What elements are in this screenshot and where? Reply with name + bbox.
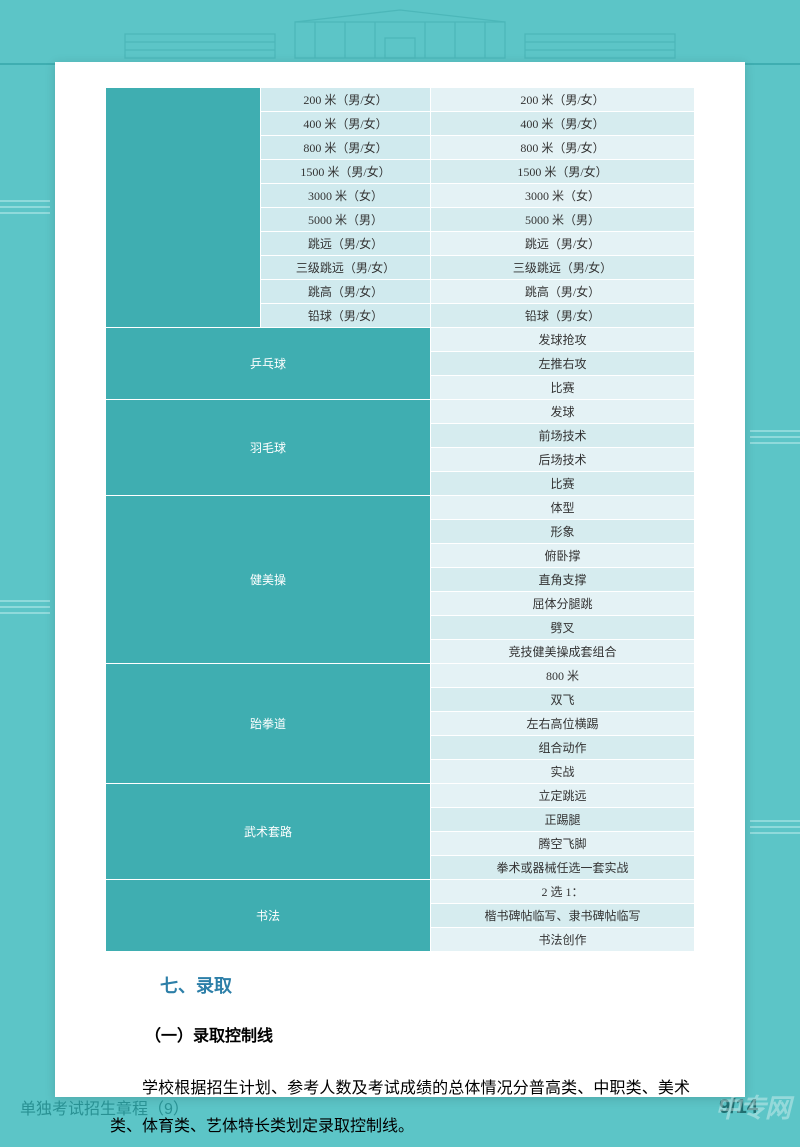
- event-cell: 俯卧撑: [431, 544, 695, 568]
- category-cell-track: [106, 88, 261, 328]
- event-cell: 1500 米（男/女）: [431, 160, 695, 184]
- event-cell: 组合动作: [431, 736, 695, 760]
- event-cell: 三级跳远（男/女）: [261, 256, 431, 280]
- event-cell: 5000 米（男）: [261, 208, 431, 232]
- event-cell: 后场技术: [431, 448, 695, 472]
- event-cell: 800 米（男/女）: [261, 136, 431, 160]
- footer-title: 单独考试招生章程（9）: [20, 1095, 189, 1119]
- event-cell: 跳高（男/女）: [261, 280, 431, 304]
- event-cell: 实战: [431, 760, 695, 784]
- event-cell: 腾空飞脚: [431, 832, 695, 856]
- event-cell: 书法创作: [431, 928, 695, 952]
- event-cell: 发球: [431, 400, 695, 424]
- event-cell: 3000 米（女）: [261, 184, 431, 208]
- document-page: 200 米（男/女）200 米（男/女）400 米（男/女）400 米（男/女）…: [55, 62, 745, 1097]
- event-cell: 200 米（男/女）: [261, 88, 431, 112]
- event-cell: 400 米（男/女）: [431, 112, 695, 136]
- event-cell: 前场技术: [431, 424, 695, 448]
- event-cell: 跳高（男/女）: [431, 280, 695, 304]
- event-cell: 拳术或器械任选一套实战: [431, 856, 695, 880]
- event-cell: 跳远（男/女）: [431, 232, 695, 256]
- category-cell: 健美操: [106, 496, 431, 664]
- event-cell: 跳远（男/女）: [261, 232, 431, 256]
- event-cell: 发球抢攻: [431, 328, 695, 352]
- events-table: 200 米（男/女）200 米（男/女）400 米（男/女）400 米（男/女）…: [105, 87, 695, 952]
- event-cell: 立定跳远: [431, 784, 695, 808]
- category-cell: 武术套路: [106, 784, 431, 880]
- event-cell: 三级跳远（男/女）: [431, 256, 695, 280]
- event-cell: 比赛: [431, 472, 695, 496]
- event-cell: 劈叉: [431, 616, 695, 640]
- event-cell: 楷书碑帖临写、隶书碑帖临写: [431, 904, 695, 928]
- event-cell: 竞技健美操成套组合: [431, 640, 695, 664]
- watermark: 中专网: [715, 1088, 790, 1125]
- sub-heading: （一）录取控制线: [145, 1022, 745, 1046]
- decoration-cloud: [750, 430, 800, 448]
- decoration-cloud: [0, 600, 50, 618]
- category-cell: 乒乓球: [106, 328, 431, 400]
- event-cell: 双飞: [431, 688, 695, 712]
- event-cell: 2 选 1：: [431, 880, 695, 904]
- event-cell: 屈体分腿跳: [431, 592, 695, 616]
- event-cell: 800 米（男/女）: [431, 136, 695, 160]
- header-building-illustration: [115, 8, 685, 60]
- event-cell: 正踢腿: [431, 808, 695, 832]
- event-cell: 左右高位横踢: [431, 712, 695, 736]
- section-heading: 七、录取: [160, 972, 745, 998]
- event-cell: 5000 米（男）: [431, 208, 695, 232]
- event-cell: 铅球（男/女）: [261, 304, 431, 328]
- event-cell: 1500 米（男/女）: [261, 160, 431, 184]
- event-cell: 3000 米（女）: [431, 184, 695, 208]
- event-cell: 左推右攻: [431, 352, 695, 376]
- category-cell: 书法: [106, 880, 431, 952]
- event-cell: 体型: [431, 496, 695, 520]
- event-cell: 铅球（男/女）: [431, 304, 695, 328]
- event-cell: 200 米（男/女）: [431, 88, 695, 112]
- category-cell: 跆拳道: [106, 664, 431, 784]
- event-cell: 比赛: [431, 376, 695, 400]
- event-cell: 400 米（男/女）: [261, 112, 431, 136]
- event-cell: 800 米: [431, 664, 695, 688]
- event-cell: 直角支撑: [431, 568, 695, 592]
- category-cell: 羽毛球: [106, 400, 431, 496]
- decoration-cloud: [750, 820, 800, 838]
- event-cell: 形象: [431, 520, 695, 544]
- decoration-cloud: [0, 200, 50, 218]
- body-paragraph: 学校根据招生计划、参考人数及考试成绩的总体情况分普高类、中职类、美术类、体育类、…: [110, 1070, 690, 1147]
